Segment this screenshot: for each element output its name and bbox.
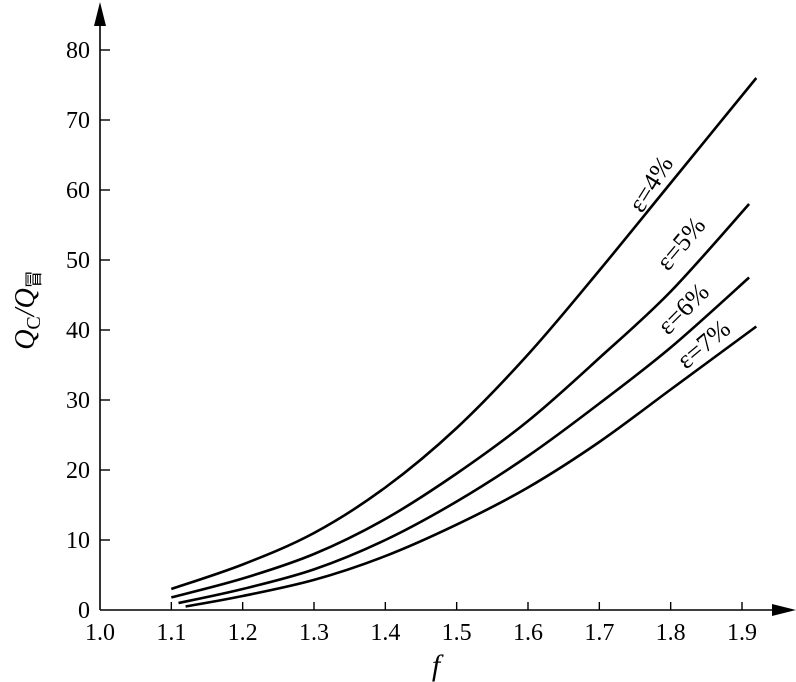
y-ticks: 0 10 20 30 40 50 60 70 80 — [66, 38, 110, 624]
y-title-slash: / — [10, 306, 41, 318]
x-tick-label: 1.3 — [299, 620, 329, 646]
y-axis-title: QC/Q冒 — [10, 270, 45, 350]
x-tick-label: 1.5 — [442, 620, 472, 646]
x-ticks: 1.0 1.1 1.2 1.3 1.4 1.5 1.6 1.7 1.8 1.9 — [85, 602, 757, 646]
y-tick-label: 80 — [66, 38, 90, 64]
y-title-sub-c: C — [23, 316, 45, 329]
series-line — [185, 325, 758, 608]
series-line — [178, 276, 750, 605]
x-tick-label: 1.0 — [85, 620, 115, 646]
y-tick-label: 50 — [66, 248, 90, 274]
y-tick-label: 0 — [78, 598, 90, 624]
x-tick-label: 1.6 — [513, 620, 543, 646]
x-tick-label: 1.8 — [656, 620, 686, 646]
series-line — [170, 77, 758, 591]
x-tick-label: 1.4 — [370, 620, 400, 646]
y-tick-label: 20 — [66, 458, 90, 484]
curves — [170, 77, 758, 608]
y-title-q1: Q — [10, 330, 41, 350]
y-tick-label: 60 — [66, 178, 90, 204]
x-axis-arrow-icon — [772, 604, 796, 616]
series-line — [170, 203, 751, 599]
y-title-sub-mao: 冒 — [24, 270, 44, 288]
y-tick-label: 40 — [66, 318, 90, 344]
y-title-q2: Q — [10, 288, 41, 308]
y-tick-label: 10 — [66, 528, 90, 554]
series-label: ε=5% — [650, 211, 711, 276]
y-tick-label: 70 — [66, 108, 90, 134]
x-tick-label: 1.1 — [156, 620, 186, 646]
x-axis-title: f — [432, 649, 444, 682]
x-tick-label: 1.9 — [727, 620, 757, 646]
y-tick-label: 30 — [66, 388, 90, 414]
x-tick-label: 1.7 — [584, 620, 614, 646]
y-axis-arrow-icon — [94, 2, 106, 26]
x-tick-label: 1.2 — [228, 620, 258, 646]
